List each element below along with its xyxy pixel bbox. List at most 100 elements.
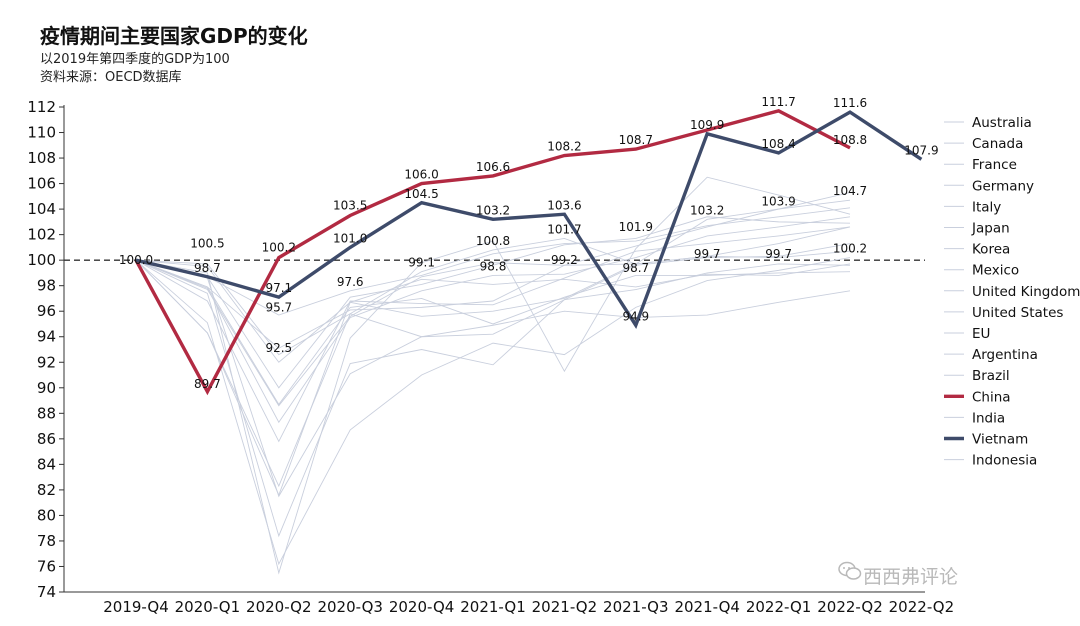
series-line-mexico bbox=[135, 259, 851, 498]
y-tick-label: 106 bbox=[27, 175, 56, 193]
legend-label: Indonesia bbox=[972, 453, 1037, 469]
data-label: 94.9 bbox=[622, 309, 649, 323]
series-line-canada bbox=[135, 216, 851, 424]
y-tick-label: 82 bbox=[37, 481, 56, 499]
series-line-argentina bbox=[135, 257, 851, 566]
data-label: 111.7 bbox=[761, 95, 795, 109]
data-label: 98.7 bbox=[194, 261, 221, 275]
legend-label: Australia bbox=[972, 115, 1032, 131]
y-tick-label: 92 bbox=[37, 353, 56, 371]
y-tick-label: 100 bbox=[27, 251, 56, 269]
chart-title: 疫情期间主要国家GDP的变化 bbox=[40, 24, 308, 48]
legend-label: Italy bbox=[972, 199, 1001, 215]
y-tick-label: 86 bbox=[37, 430, 56, 448]
x-tick-label: 2020-Q1 bbox=[175, 598, 241, 616]
y-tick-label: 112 bbox=[27, 98, 56, 116]
data-label: 101.9 bbox=[619, 220, 653, 234]
x-tick-label: 2020-Q2 bbox=[246, 598, 312, 616]
y-tick-label: 88 bbox=[37, 404, 56, 422]
data-label: 107.9 bbox=[904, 143, 938, 157]
data-label: 97.6 bbox=[337, 275, 364, 289]
x-tick-label: 2022-Q2 bbox=[817, 598, 883, 616]
data-label: 99.1 bbox=[408, 256, 435, 270]
legend-label: Brazil bbox=[972, 368, 1010, 384]
wechat-icon bbox=[838, 561, 862, 580]
data-label: 101.7 bbox=[547, 223, 581, 237]
data-label: 89.7 bbox=[194, 377, 221, 391]
y-tick-label: 80 bbox=[37, 506, 56, 524]
data-label: 111.6 bbox=[833, 96, 867, 110]
legend-label: Mexico bbox=[972, 263, 1019, 279]
legend-label: India bbox=[972, 410, 1005, 426]
data-label: 103.5 bbox=[333, 198, 367, 212]
series-line-china bbox=[134, 109, 851, 396]
legend-label: Japan bbox=[971, 221, 1010, 237]
legend-label: Canada bbox=[972, 136, 1023, 152]
x-tick-label: 2020-Q4 bbox=[389, 598, 455, 616]
y-tick-label: 110 bbox=[27, 124, 56, 142]
legend-label: Vietnam bbox=[972, 432, 1028, 448]
y-tick-label: 74 bbox=[37, 583, 56, 601]
data-label: 100.5 bbox=[190, 237, 224, 251]
x-tick-label: 2021-Q2 bbox=[532, 598, 598, 616]
data-label: 108.4 bbox=[761, 137, 795, 151]
chart-source: 资料来源：OECD数据库 bbox=[40, 70, 182, 85]
data-label: 101.0 bbox=[333, 231, 367, 245]
data-label: 103.2 bbox=[690, 203, 724, 217]
y-tick-label: 98 bbox=[37, 277, 56, 295]
data-label: 95.7 bbox=[265, 300, 292, 314]
series-line-eu bbox=[135, 226, 851, 443]
x-tick-label: 2022-Q2 bbox=[889, 598, 955, 616]
legend-label: EU bbox=[972, 326, 990, 342]
y-tick-label: 90 bbox=[37, 379, 56, 397]
series-line-brazil bbox=[135, 226, 851, 407]
y-tick-label: 108 bbox=[27, 149, 56, 167]
series-line-vietnam bbox=[135, 110, 923, 330]
series-line-australia bbox=[135, 199, 851, 356]
legend-label: Germany bbox=[972, 178, 1034, 194]
legend-label: United States bbox=[972, 305, 1063, 321]
data-label: 104.7 bbox=[833, 184, 867, 198]
data-label: 99.2 bbox=[551, 253, 578, 267]
data-label: 92.5 bbox=[265, 341, 292, 355]
x-tick-label: 2022-Q1 bbox=[746, 598, 812, 616]
y-tick-label: 94 bbox=[37, 328, 56, 346]
legend-label: France bbox=[972, 157, 1017, 173]
data-label: 106.6 bbox=[476, 160, 510, 174]
data-label: 100.2 bbox=[262, 240, 296, 254]
legend-label: Korea bbox=[972, 242, 1010, 258]
data-label: 108.2 bbox=[547, 140, 581, 154]
data-label: 100.2 bbox=[833, 242, 867, 256]
data-label: 103.2 bbox=[476, 203, 510, 217]
data-label: 100.0 bbox=[119, 253, 153, 267]
y-tick-label: 78 bbox=[37, 532, 56, 550]
series-line-united-states bbox=[135, 216, 851, 389]
y-tick-label: 84 bbox=[37, 455, 56, 473]
series-line-japan bbox=[135, 259, 851, 363]
x-tick-label: 2019-Q4 bbox=[103, 598, 169, 616]
data-label: 99.7 bbox=[765, 247, 792, 261]
data-label: 109.9 bbox=[690, 118, 724, 132]
x-tick-label: 2021-Q3 bbox=[603, 598, 669, 616]
chart-subtitle: 以2019年第四季度的GDP为100 bbox=[40, 52, 230, 67]
data-label: 100.8 bbox=[476, 234, 510, 248]
data-label: 108.7 bbox=[619, 133, 653, 147]
data-label: 104.5 bbox=[404, 187, 438, 201]
data-label: 98.8 bbox=[480, 260, 507, 274]
data-label: 108.8 bbox=[833, 133, 867, 147]
legend-label: United Kingdom bbox=[972, 284, 1080, 300]
legend-label: China bbox=[972, 389, 1011, 405]
data-label: 97.1 bbox=[265, 281, 292, 295]
series-line-indonesia bbox=[135, 192, 851, 349]
series-line-india bbox=[135, 176, 851, 575]
y-tick-label: 104 bbox=[27, 200, 56, 218]
watermark: 西西弗评论 bbox=[863, 566, 959, 588]
series-line-italy bbox=[135, 243, 851, 488]
data-label: 98.7 bbox=[622, 261, 649, 275]
x-tick-label: 2021-Q4 bbox=[674, 598, 740, 616]
x-tick-label: 2021-Q1 bbox=[460, 598, 526, 616]
data-label: 106.0 bbox=[404, 168, 438, 182]
y-tick-label: 96 bbox=[37, 302, 56, 320]
series-line-united-kingdom bbox=[135, 259, 851, 538]
